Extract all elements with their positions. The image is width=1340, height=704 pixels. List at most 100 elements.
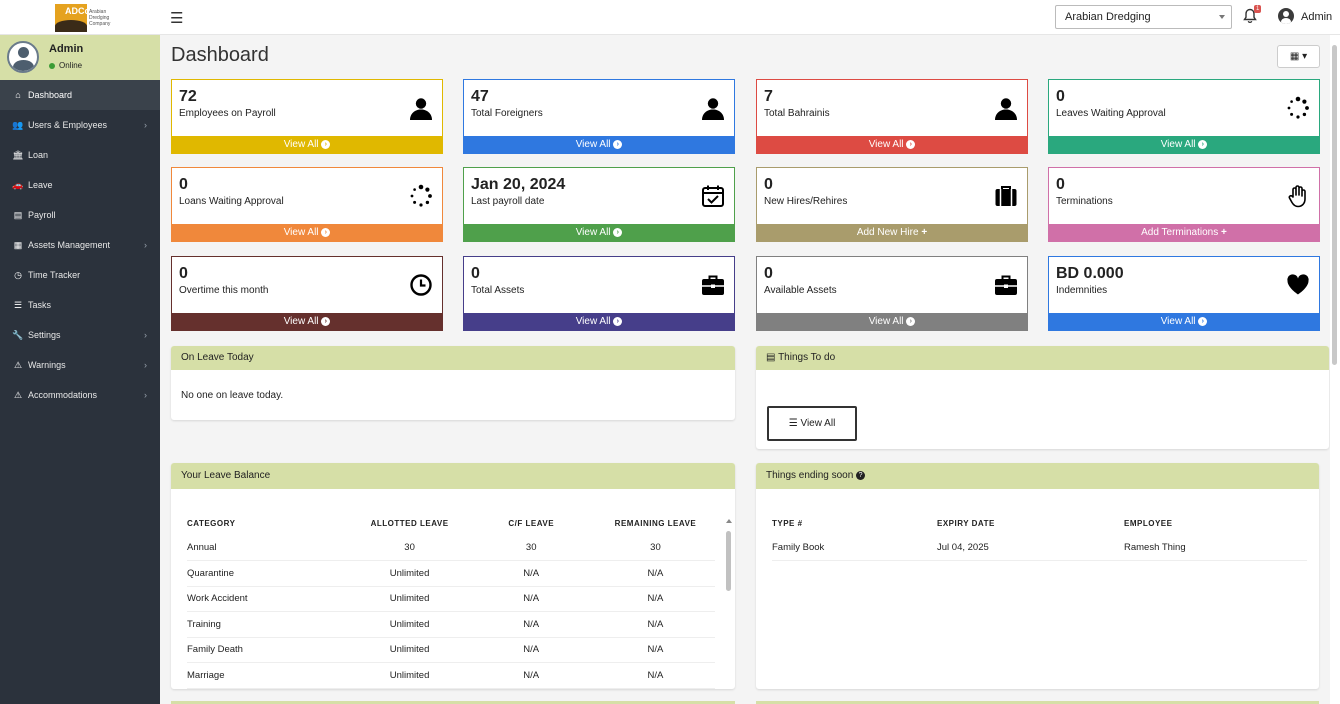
stat-card: 0 Loans Waiting Approval View All › <box>171 167 443 242</box>
table-cell: Quarantine <box>187 560 353 587</box>
arrow-circle-right-icon: › <box>613 316 623 326</box>
warning-icon: ⚠ <box>13 390 23 400</box>
table-cell: Unlimited <box>352 586 467 612</box>
sidebar-item-loan[interactable]: 🏛 Loan <box>0 140 160 170</box>
sidebar-item-label: Assets Management <box>28 240 111 250</box>
sidebar-item-settings[interactable]: 🔧 Settings › <box>0 320 160 350</box>
sidebar-item-label: Accommodations <box>28 390 98 400</box>
table-cell: Family Death <box>187 637 353 663</box>
column-header: EXPIRY DATE <box>937 518 995 528</box>
online-dot-icon <box>49 62 55 69</box>
stat-card: 7 Total Bahrainis View All › <box>756 79 1028 154</box>
page-scrollbar-thumb[interactable] <box>1332 45 1337 365</box>
card-footer-link[interactable]: View All › <box>463 136 735 154</box>
calendar-dropdown-button[interactable]: ▦ ▾ <box>1277 45 1320 68</box>
card-footer-label: View All <box>575 139 611 150</box>
user-menu-name[interactable]: Admin <box>1301 11 1333 23</box>
card-footer-link[interactable]: View All › <box>171 136 443 154</box>
stat-label: Leaves Waiting Approval <box>1056 108 1166 119</box>
stat-value: 0 <box>179 176 188 193</box>
column-header: CATEGORY <box>187 518 236 528</box>
sidebar-item-leave[interactable]: 🚗 Leave <box>0 170 160 200</box>
arrow-circle-right-icon: › <box>321 139 331 149</box>
sidebar-item-time-tracker[interactable]: ◷ Time Tracker <box>0 260 160 290</box>
logo-caption: Arabian Dredging Company <box>89 9 111 27</box>
payroll-icon: ▤ <box>13 210 23 220</box>
chevron-right-icon: › <box>144 360 147 370</box>
question-circle-icon[interactable]: ? <box>856 470 866 480</box>
sidebar-item-users-employees[interactable]: 👥 Users & Employees › <box>0 110 160 140</box>
table-row: Quarantine Unlimited N/A N/A <box>187 560 715 587</box>
chevron-right-icon: › <box>144 330 147 340</box>
company-select[interactable]: Arabian Dredging <box>1055 5 1232 29</box>
scrollbar-thumb[interactable] <box>726 531 731 591</box>
card-footer-link[interactable]: Add Terminations + <box>1048 224 1320 242</box>
stat-card: 0 Total Assets View All › <box>463 256 735 331</box>
card-footer-link[interactable]: View All › <box>756 313 1028 331</box>
user-icon <box>409 96 433 120</box>
table-row: Training Unlimited N/A N/A <box>187 611 715 638</box>
company-select-value: Arabian Dredging <box>1065 11 1151 23</box>
table-cell: Unlimited <box>352 560 467 587</box>
on-leave-panel: On Leave Today No one on leave today. <box>171 346 735 420</box>
chevron-down-icon <box>1219 15 1225 19</box>
clock-icon <box>409 273 433 297</box>
card-footer-link[interactable]: View All › <box>756 136 1028 154</box>
avatar <box>7 41 39 73</box>
spinner-icon <box>1286 96 1310 120</box>
stat-card: 0 New Hires/Rehires Add New Hire + <box>756 167 1028 242</box>
arrow-circle-right-icon: › <box>613 139 623 149</box>
sidebar-item-accommodations[interactable]: ⚠ Accommodations › <box>0 380 160 410</box>
car-icon: 🚗 <box>12 180 24 190</box>
table-cell: 30 <box>466 535 596 561</box>
card-footer-link[interactable]: View All › <box>171 224 443 242</box>
sidebar-item-warnings[interactable]: ⚠ Warnings › <box>0 350 160 380</box>
card-footer-link[interactable]: View All › <box>463 224 735 242</box>
arrow-circle-right-icon: › <box>1198 316 1208 326</box>
company-logo[interactable]: ADCo Arabian Dredging Company <box>55 4 110 32</box>
table-cell: Unlimited <box>352 662 467 689</box>
card-footer-label: Add New Hire <box>856 227 919 238</box>
table-cell: N/A <box>466 611 596 638</box>
table-header-row: CATEGORY ALLOTTED LEAVE C/F LEAVE REMAIN… <box>187 505 715 535</box>
card-footer-link[interactable]: View All › <box>1048 136 1320 154</box>
leave-balance-table: CATEGORY ALLOTTED LEAVE C/F LEAVE REMAIN… <box>187 505 715 689</box>
sidebar-item-assets-management[interactable]: ▦ Assets Management › <box>0 230 160 260</box>
stat-card: BD 0.000 Indemnities View All › <box>1048 256 1320 331</box>
sidebar-item-tasks[interactable]: ☰ Tasks <box>0 290 160 320</box>
todo-view-all-button[interactable]: ☰ View All <box>767 406 857 441</box>
sidebar-item-dashboard[interactable]: ⌂ Dashboard <box>0 80 160 110</box>
sidebar-item-label: Users & Employees <box>28 120 108 130</box>
scroll-up-icon[interactable] <box>726 519 732 523</box>
sidebar-item-label: Dashboard <box>28 90 73 100</box>
calendar-icon: ▦ <box>1289 51 1300 62</box>
sidebar-item-payroll[interactable]: ▤ Payroll <box>0 200 160 230</box>
column-header: TYPE # <box>772 518 803 528</box>
card-footer-link[interactable]: View All › <box>1048 313 1320 331</box>
card-footer-link[interactable]: View All › <box>463 313 735 331</box>
page-scrollbar[interactable] <box>1330 35 1340 704</box>
online-status-label: Online <box>59 61 83 70</box>
user-avatar-icon[interactable] <box>1278 8 1294 24</box>
table-scrollbar[interactable] <box>726 511 732 689</box>
stat-value: 47 <box>471 88 489 105</box>
sidebar-user-panel: Admin Online <box>0 35 160 80</box>
chevron-down-icon: ▾ <box>1302 51 1308 62</box>
ending-soon-panel: Things ending soon ? TYPE # EXPIRY DATE … <box>756 463 1319 689</box>
todo-panel: ▤ Things To do <box>756 346 1329 449</box>
stat-label: Employees on Payroll <box>179 108 276 119</box>
sidebar-toggle-icon[interactable]: ☰ <box>170 10 184 27</box>
sidebar-item-label: Loan <box>28 150 49 160</box>
notification-bell-icon[interactable]: 1 <box>1243 5 1262 26</box>
sidebar-user-name: Admin <box>49 43 84 55</box>
card-footer-link[interactable]: Add New Hire + <box>756 224 1028 242</box>
users-icon: 👥 <box>12 120 24 130</box>
stat-label: Last payroll date <box>471 196 545 207</box>
sidebar-item-label: Warnings <box>28 360 66 370</box>
stat-value: BD 0.000 <box>1056 265 1124 282</box>
table-cell: N/A <box>595 611 715 638</box>
card-footer-link[interactable]: View All › <box>171 313 443 331</box>
leave-balance-title: Your Leave Balance <box>171 463 735 489</box>
stat-card: 47 Total Foreigners View All › <box>463 79 735 154</box>
todo-icon: ▤ <box>766 352 776 363</box>
